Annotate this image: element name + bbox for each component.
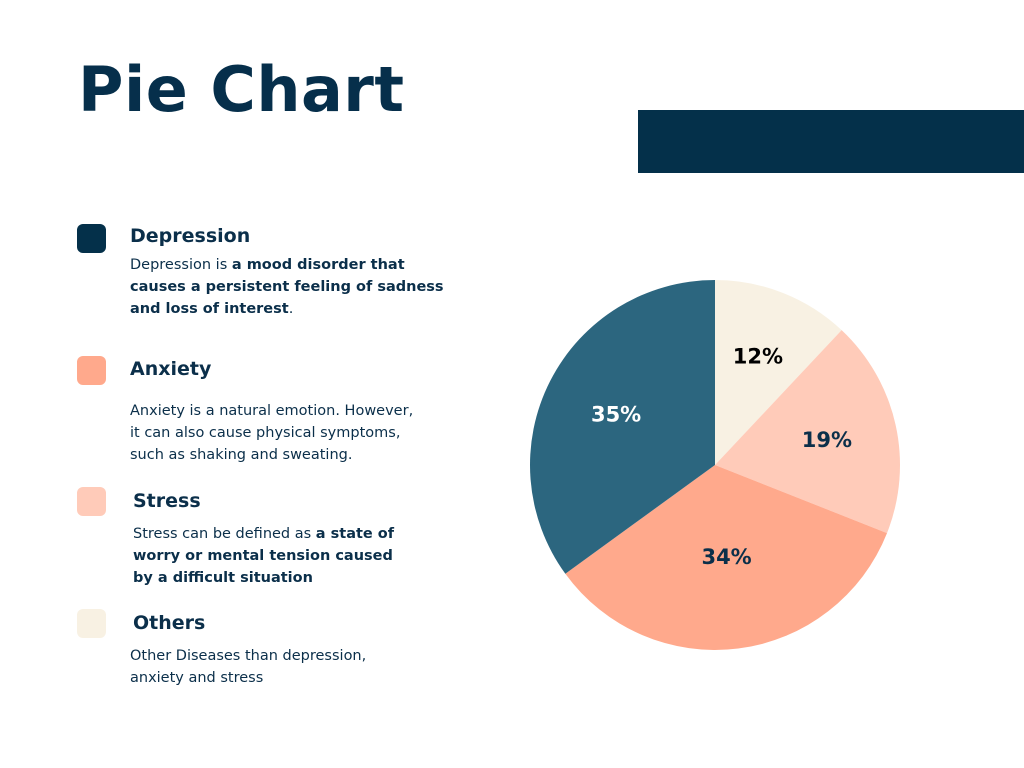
- page-title: Pie Chart: [78, 53, 405, 126]
- legend-desc-others: Other Diseases than depression, anxiety …: [130, 645, 380, 689]
- legend-title-others: Others: [133, 612, 206, 634]
- legend-desc-part: Depression is: [130, 257, 232, 273]
- legend-swatch-depression: [77, 224, 106, 253]
- pie-slice-label: 12%: [733, 345, 783, 369]
- pie-slice-label: 34%: [701, 545, 751, 569]
- legend-desc-part: Other Diseases than depression, anxiety …: [130, 648, 367, 686]
- pie-slice: [565, 465, 888, 650]
- legend-desc-part: Anxiety is a natural emotion. However, i…: [130, 403, 414, 463]
- legend-desc-part: .: [288, 301, 294, 317]
- legend-title-stress: Stress: [133, 490, 201, 512]
- legend-desc-stress: Stress can be defined as a state of worr…: [133, 523, 415, 589]
- legend-title-anxiety: Anxiety: [130, 358, 212, 380]
- header-banner: [638, 110, 1024, 173]
- legend-swatch-anxiety: [77, 356, 106, 385]
- pie-slice: [715, 280, 842, 465]
- legend-desc-anxiety: Anxiety is a natural emotion. However, i…: [130, 400, 420, 466]
- legend-swatch-others: [77, 609, 106, 638]
- pie-slice-label: 19%: [802, 428, 852, 452]
- pie-chart: 12% 19% 34% 35%: [530, 280, 900, 650]
- legend-title-depression: Depression: [130, 225, 251, 247]
- legend-desc-part: Stress can be defined as: [133, 526, 316, 542]
- legend-desc-part: a state of worry or mental tension cause…: [133, 526, 395, 586]
- pie-slice: [530, 280, 715, 574]
- legend-desc-part: a mood disorder that causes a persistent…: [130, 257, 444, 317]
- legend-desc-depression: Depression is a mood disorder that cause…: [130, 254, 448, 320]
- pie-slice-label: 35%: [591, 403, 641, 427]
- legend-swatch-stress: [77, 487, 106, 516]
- pie-slice: [715, 330, 900, 534]
